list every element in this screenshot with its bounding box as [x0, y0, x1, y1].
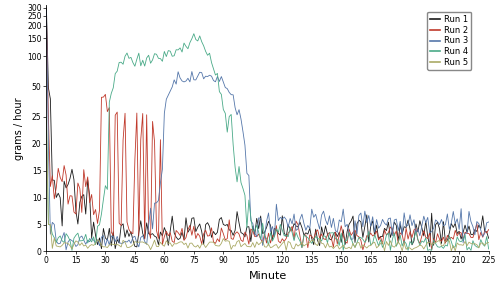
Legend: Run 1, Run 2, Run 3, Run 4, Run 5: Run 1, Run 2, Run 3, Run 4, Run 5	[427, 12, 471, 70]
Run 5	[61, 241, 67, 245]
Run 1	[289, 229, 295, 232]
Run 3	[63, 248, 69, 251]
Line: Run 2: Run 2	[46, 16, 488, 250]
Run 3	[44, 9, 50, 13]
Run 5	[340, 243, 346, 247]
Run 2	[340, 234, 346, 237]
Run 4	[486, 247, 492, 251]
Run 1	[44, 6, 50, 10]
Run 1	[478, 227, 484, 230]
Line: Run 1: Run 1	[46, 8, 488, 249]
Run 1	[322, 224, 328, 228]
Run 2	[478, 231, 484, 234]
Run 4	[44, 115, 50, 119]
Run 5	[368, 244, 374, 247]
X-axis label: Minute: Minute	[248, 271, 286, 281]
Line: Run 5: Run 5	[46, 117, 488, 251]
Run 3	[370, 215, 376, 219]
Run 4	[61, 241, 67, 244]
Run 1	[342, 243, 348, 246]
Run 2	[61, 164, 67, 167]
Run 5	[382, 249, 388, 253]
Run 3	[342, 225, 348, 229]
Run 3	[289, 222, 295, 226]
Line: Run 3: Run 3	[46, 11, 488, 250]
Run 4	[291, 239, 297, 242]
Run 1	[370, 219, 376, 223]
Run 2	[370, 234, 376, 238]
Run 1	[61, 180, 67, 183]
Run 4	[69, 249, 75, 252]
Run 1	[98, 247, 104, 251]
Run 5	[44, 115, 50, 119]
Run 4	[324, 241, 330, 245]
Run 3	[486, 220, 492, 224]
Run 2	[44, 14, 50, 18]
Run 5	[320, 242, 326, 245]
Run 4	[344, 239, 350, 242]
Run 3	[322, 218, 328, 221]
Run 1	[486, 237, 492, 240]
Run 5	[287, 241, 293, 244]
Run 3	[478, 228, 484, 232]
Run 5	[486, 241, 492, 244]
Run 2	[486, 228, 492, 231]
Run 3	[61, 231, 67, 234]
Run 4	[480, 243, 486, 246]
Run 5	[478, 241, 484, 245]
Line: Run 4: Run 4	[46, 34, 488, 250]
Run 2	[287, 229, 293, 233]
Run 2	[320, 237, 326, 241]
Run 2	[360, 248, 366, 251]
Y-axis label: grams / hour: grams / hour	[14, 97, 24, 160]
Run 4	[372, 233, 378, 236]
Run 4	[191, 32, 197, 35]
